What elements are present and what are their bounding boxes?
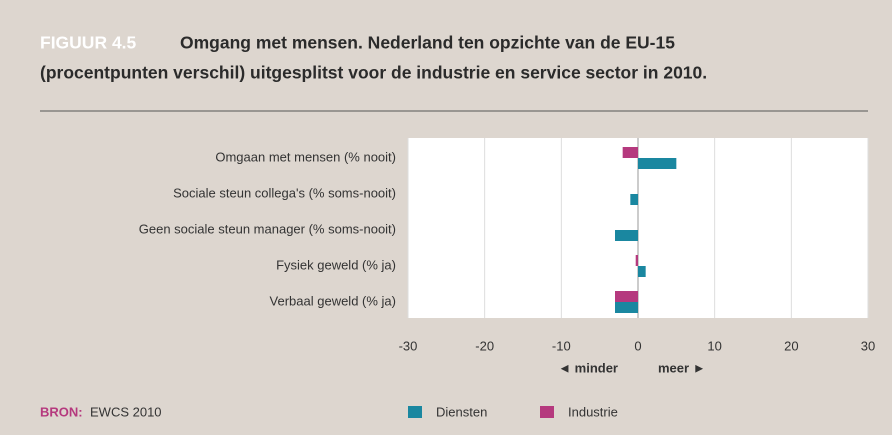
source: EWCS 2010: [90, 404, 162, 419]
bar: [622, 147, 638, 158]
x-tick-label: 0: [634, 338, 641, 353]
x-tick-label: -20: [475, 338, 494, 353]
bar: [615, 291, 638, 302]
chart-title: (procentpunten verschil) uitgesplitst vo…: [40, 63, 707, 83]
direction-label: meer ►: [658, 360, 706, 375]
bar: [638, 158, 677, 169]
legend-label: Industrie: [568, 404, 618, 419]
direction-label: ◄ minder: [558, 360, 618, 375]
legend-swatch: [408, 406, 422, 418]
chart-title: Omgang met mensen. Nederland ten opzicht…: [180, 33, 675, 53]
y-tick-label: Geen sociale steun manager (% soms-nooit…: [139, 221, 396, 236]
figure-label: FIGUUR 4.5: [40, 33, 137, 53]
x-tick-label: -10: [552, 338, 571, 353]
x-tick-label: -30: [399, 338, 418, 353]
y-tick-label: Verbaal geweld (% ja): [270, 293, 396, 308]
bar: [615, 302, 638, 313]
y-tick-label: Fysiek geweld (% ja): [276, 257, 396, 272]
bar: [630, 194, 638, 205]
x-tick-label: 30: [861, 338, 875, 353]
source-label: BRON:: [40, 404, 83, 419]
x-tick-label: 20: [784, 338, 798, 353]
y-tick-label: Sociale steun collega's (% soms-nooit): [173, 185, 396, 200]
y-tick-label: Omgaan met mensen (% nooit): [215, 149, 396, 164]
legend-label: Diensten: [436, 404, 487, 419]
legend-swatch: [540, 406, 554, 418]
bar: [615, 230, 638, 241]
bar: [638, 266, 646, 277]
x-tick-label: 10: [707, 338, 721, 353]
bar: [635, 255, 638, 266]
